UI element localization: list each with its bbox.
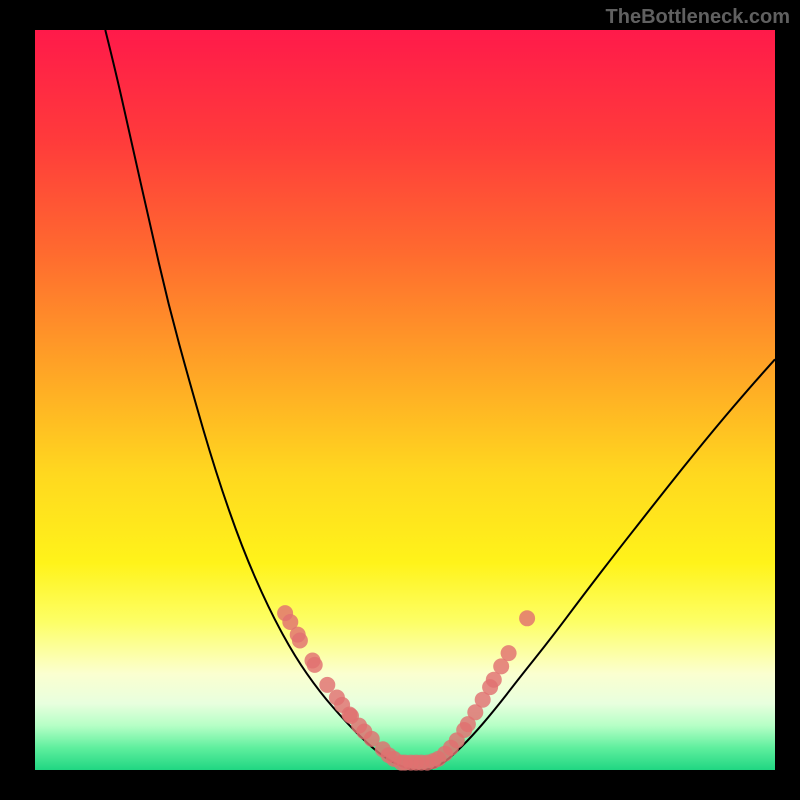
bottleneck-chart xyxy=(0,0,800,800)
chart-container: TheBottleneck.com xyxy=(0,0,800,800)
watermark-text: TheBottleneck.com xyxy=(606,6,790,29)
